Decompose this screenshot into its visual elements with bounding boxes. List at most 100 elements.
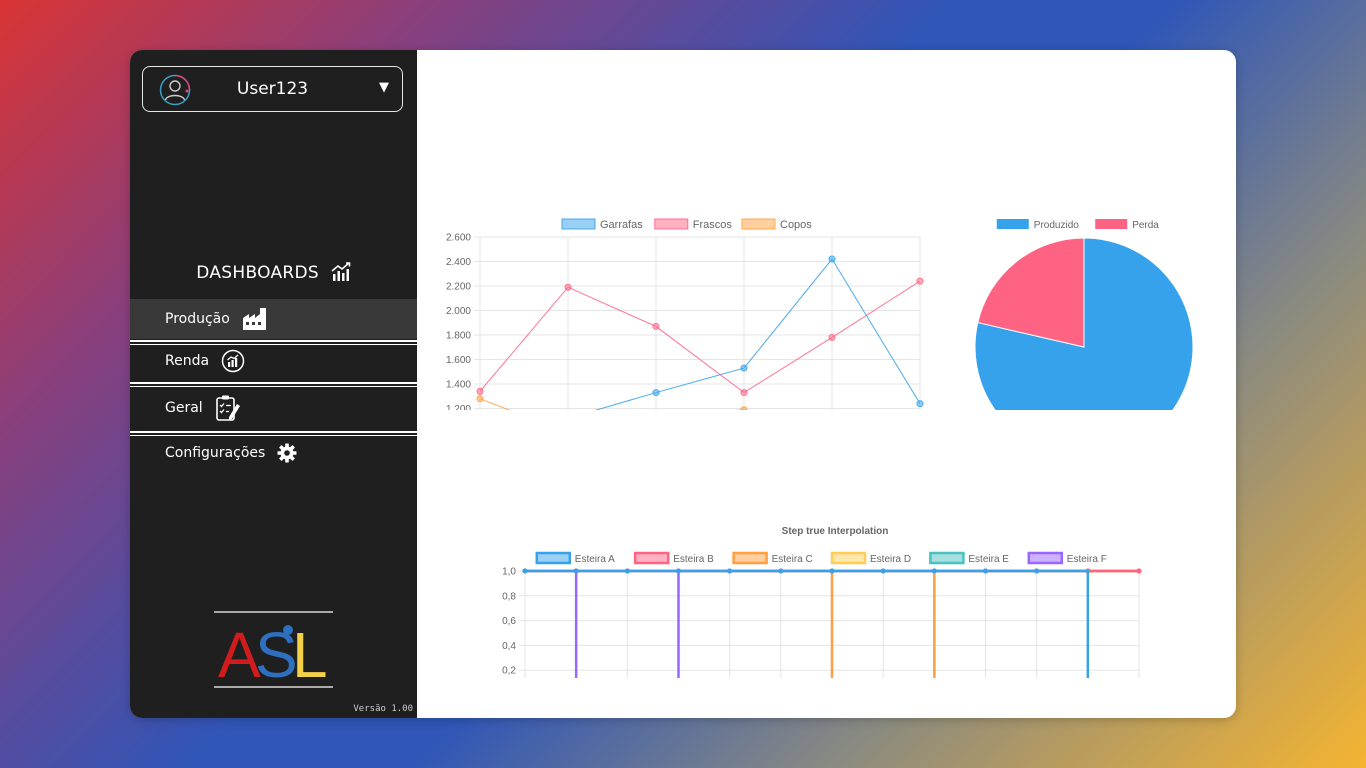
dashboards-heading: DASHBOARDS bbox=[130, 262, 417, 283]
data-point bbox=[1136, 568, 1142, 574]
version-label: Versão 1.00 bbox=[353, 704, 413, 714]
clipboard-icon bbox=[215, 395, 240, 421]
data-point bbox=[983, 568, 988, 574]
pie-slice-perda bbox=[977, 237, 1085, 348]
data-point bbox=[476, 395, 484, 403]
menu-divider bbox=[130, 340, 417, 345]
data-point bbox=[624, 568, 630, 574]
legend-label: Copos bbox=[780, 219, 812, 231]
data-point bbox=[916, 400, 924, 408]
logo-letter-a: A bbox=[218, 619, 261, 689]
legend-swatch bbox=[654, 218, 689, 230]
legend-swatch bbox=[929, 551, 965, 565]
legend-label: Esteira B bbox=[673, 554, 714, 565]
data-point bbox=[829, 568, 835, 574]
data-point bbox=[740, 389, 748, 397]
sidebar-item-label: Configurações bbox=[165, 445, 266, 461]
y-tick-label: 2.400 bbox=[446, 257, 471, 268]
sidebar-item-label: Produção bbox=[165, 311, 230, 327]
legend-item[interactable]: Frascos bbox=[654, 218, 733, 231]
legend-swatch bbox=[633, 551, 670, 565]
legend-label: Perda bbox=[1132, 220, 1159, 231]
data-point bbox=[778, 568, 784, 574]
y-tick-label: 2.000 bbox=[446, 306, 471, 317]
legend-swatch bbox=[741, 218, 776, 230]
dashboard-main: 1.0001.2001.4001.6001.8002.0002.2002.400… bbox=[417, 50, 1236, 718]
legend-swatch bbox=[535, 551, 572, 565]
legend-swatch bbox=[830, 551, 867, 565]
y-tick-label: 1.800 bbox=[446, 331, 471, 342]
legend-label: Garrafas bbox=[600, 219, 643, 231]
chart-growth-icon bbox=[331, 262, 351, 281]
series-line-garrafas bbox=[594, 258, 921, 410]
series-line-frascos bbox=[479, 280, 921, 394]
data-point bbox=[564, 283, 572, 291]
legend-item[interactable]: Perda bbox=[1095, 219, 1159, 231]
data-point bbox=[740, 406, 748, 410]
menu-divider bbox=[130, 382, 417, 387]
legend-item[interactable]: Esteira B bbox=[633, 551, 714, 565]
logo-letter-l: L bbox=[292, 619, 328, 689]
legend-label: Esteira A bbox=[575, 554, 615, 565]
data-point bbox=[573, 568, 579, 574]
legend-swatch bbox=[1095, 219, 1128, 229]
legend-item[interactable]: Esteira C bbox=[732, 551, 813, 565]
sidebar-item-producao[interactable]: Produção bbox=[130, 299, 417, 339]
y-tick-label: 0,2 bbox=[502, 666, 516, 677]
legend-label: Esteira F bbox=[1067, 554, 1107, 565]
caret-down-icon[interactable]: ▼ bbox=[379, 80, 389, 95]
step-line-esteira-a bbox=[525, 569, 1090, 678]
production-line-chart: 1.0001.2001.4001.6001.8002.0002.2002.400… bbox=[446, 218, 924, 410]
data-point bbox=[828, 333, 836, 341]
legend-item[interactable]: Garrafas bbox=[561, 218, 643, 231]
legend-item[interactable]: Esteira A bbox=[535, 551, 615, 565]
step-interpolation-chart: Step true Interpolation00,20,40,60,81,00… bbox=[502, 526, 1142, 678]
legend-item[interactable]: Copos bbox=[741, 218, 812, 231]
sidebar-item-configuracoes[interactable]: Configurações bbox=[130, 433, 417, 473]
legend-item[interactable]: Produzido bbox=[996, 219, 1079, 231]
legend-label: Produzido bbox=[1034, 220, 1079, 231]
sidebar-item-renda[interactable]: Renda bbox=[130, 341, 417, 381]
sidebar-item-geral[interactable]: Geral bbox=[130, 388, 417, 428]
legend-item[interactable]: Esteira E bbox=[929, 551, 1009, 565]
chart-title: Step true Interpolation bbox=[782, 526, 889, 537]
data-point bbox=[652, 322, 660, 330]
dashboards-title: DASHBOARDS bbox=[196, 263, 320, 283]
y-tick-label: 0,4 bbox=[502, 641, 516, 652]
data-point bbox=[676, 568, 681, 574]
data-point bbox=[880, 568, 886, 574]
legend-swatch bbox=[996, 219, 1029, 229]
data-point bbox=[916, 277, 924, 285]
legend-item[interactable]: Esteira D bbox=[830, 551, 911, 565]
y-tick-label: 1.400 bbox=[446, 380, 471, 391]
legend-swatch bbox=[732, 551, 768, 565]
data-point bbox=[522, 568, 528, 574]
factory-icon bbox=[242, 308, 266, 330]
user-avatar-icon bbox=[159, 74, 191, 106]
sidebar-item-label: Renda bbox=[165, 353, 210, 369]
loss-pie-chart: Produzido Perda bbox=[974, 219, 1194, 410]
y-tick-label: 2.200 bbox=[446, 282, 471, 293]
y-tick-label: 1.600 bbox=[446, 355, 471, 366]
income-chart-icon bbox=[221, 349, 245, 373]
gear-icon bbox=[277, 443, 297, 463]
y-tick-label: 1,0 bbox=[502, 567, 516, 578]
legend-label: Frascos bbox=[693, 219, 733, 231]
data-point bbox=[828, 255, 836, 263]
user-dropdown[interactable]: User123 ▼ bbox=[142, 66, 403, 112]
menu-divider bbox=[130, 431, 417, 436]
sidebar-item-label: Geral bbox=[165, 400, 203, 416]
data-point bbox=[652, 389, 660, 397]
sidebar: User123 ▼ DASHBOARDS Produção bbox=[130, 50, 417, 718]
app-window: User123 ▼ DASHBOARDS Produção bbox=[130, 50, 1236, 718]
y-tick-label: 0,6 bbox=[502, 616, 516, 627]
step-line-esteira-c bbox=[525, 569, 1139, 678]
legend-swatch bbox=[1027, 551, 1064, 565]
data-point bbox=[740, 364, 748, 372]
pie-slice-produzido bbox=[974, 237, 1194, 410]
data-point bbox=[931, 568, 937, 574]
legend-label: Esteira D bbox=[870, 554, 911, 565]
username: User123 bbox=[236, 79, 309, 99]
y-tick-label: 1.200 bbox=[446, 404, 471, 410]
legend-item[interactable]: Esteira F bbox=[1027, 551, 1107, 565]
